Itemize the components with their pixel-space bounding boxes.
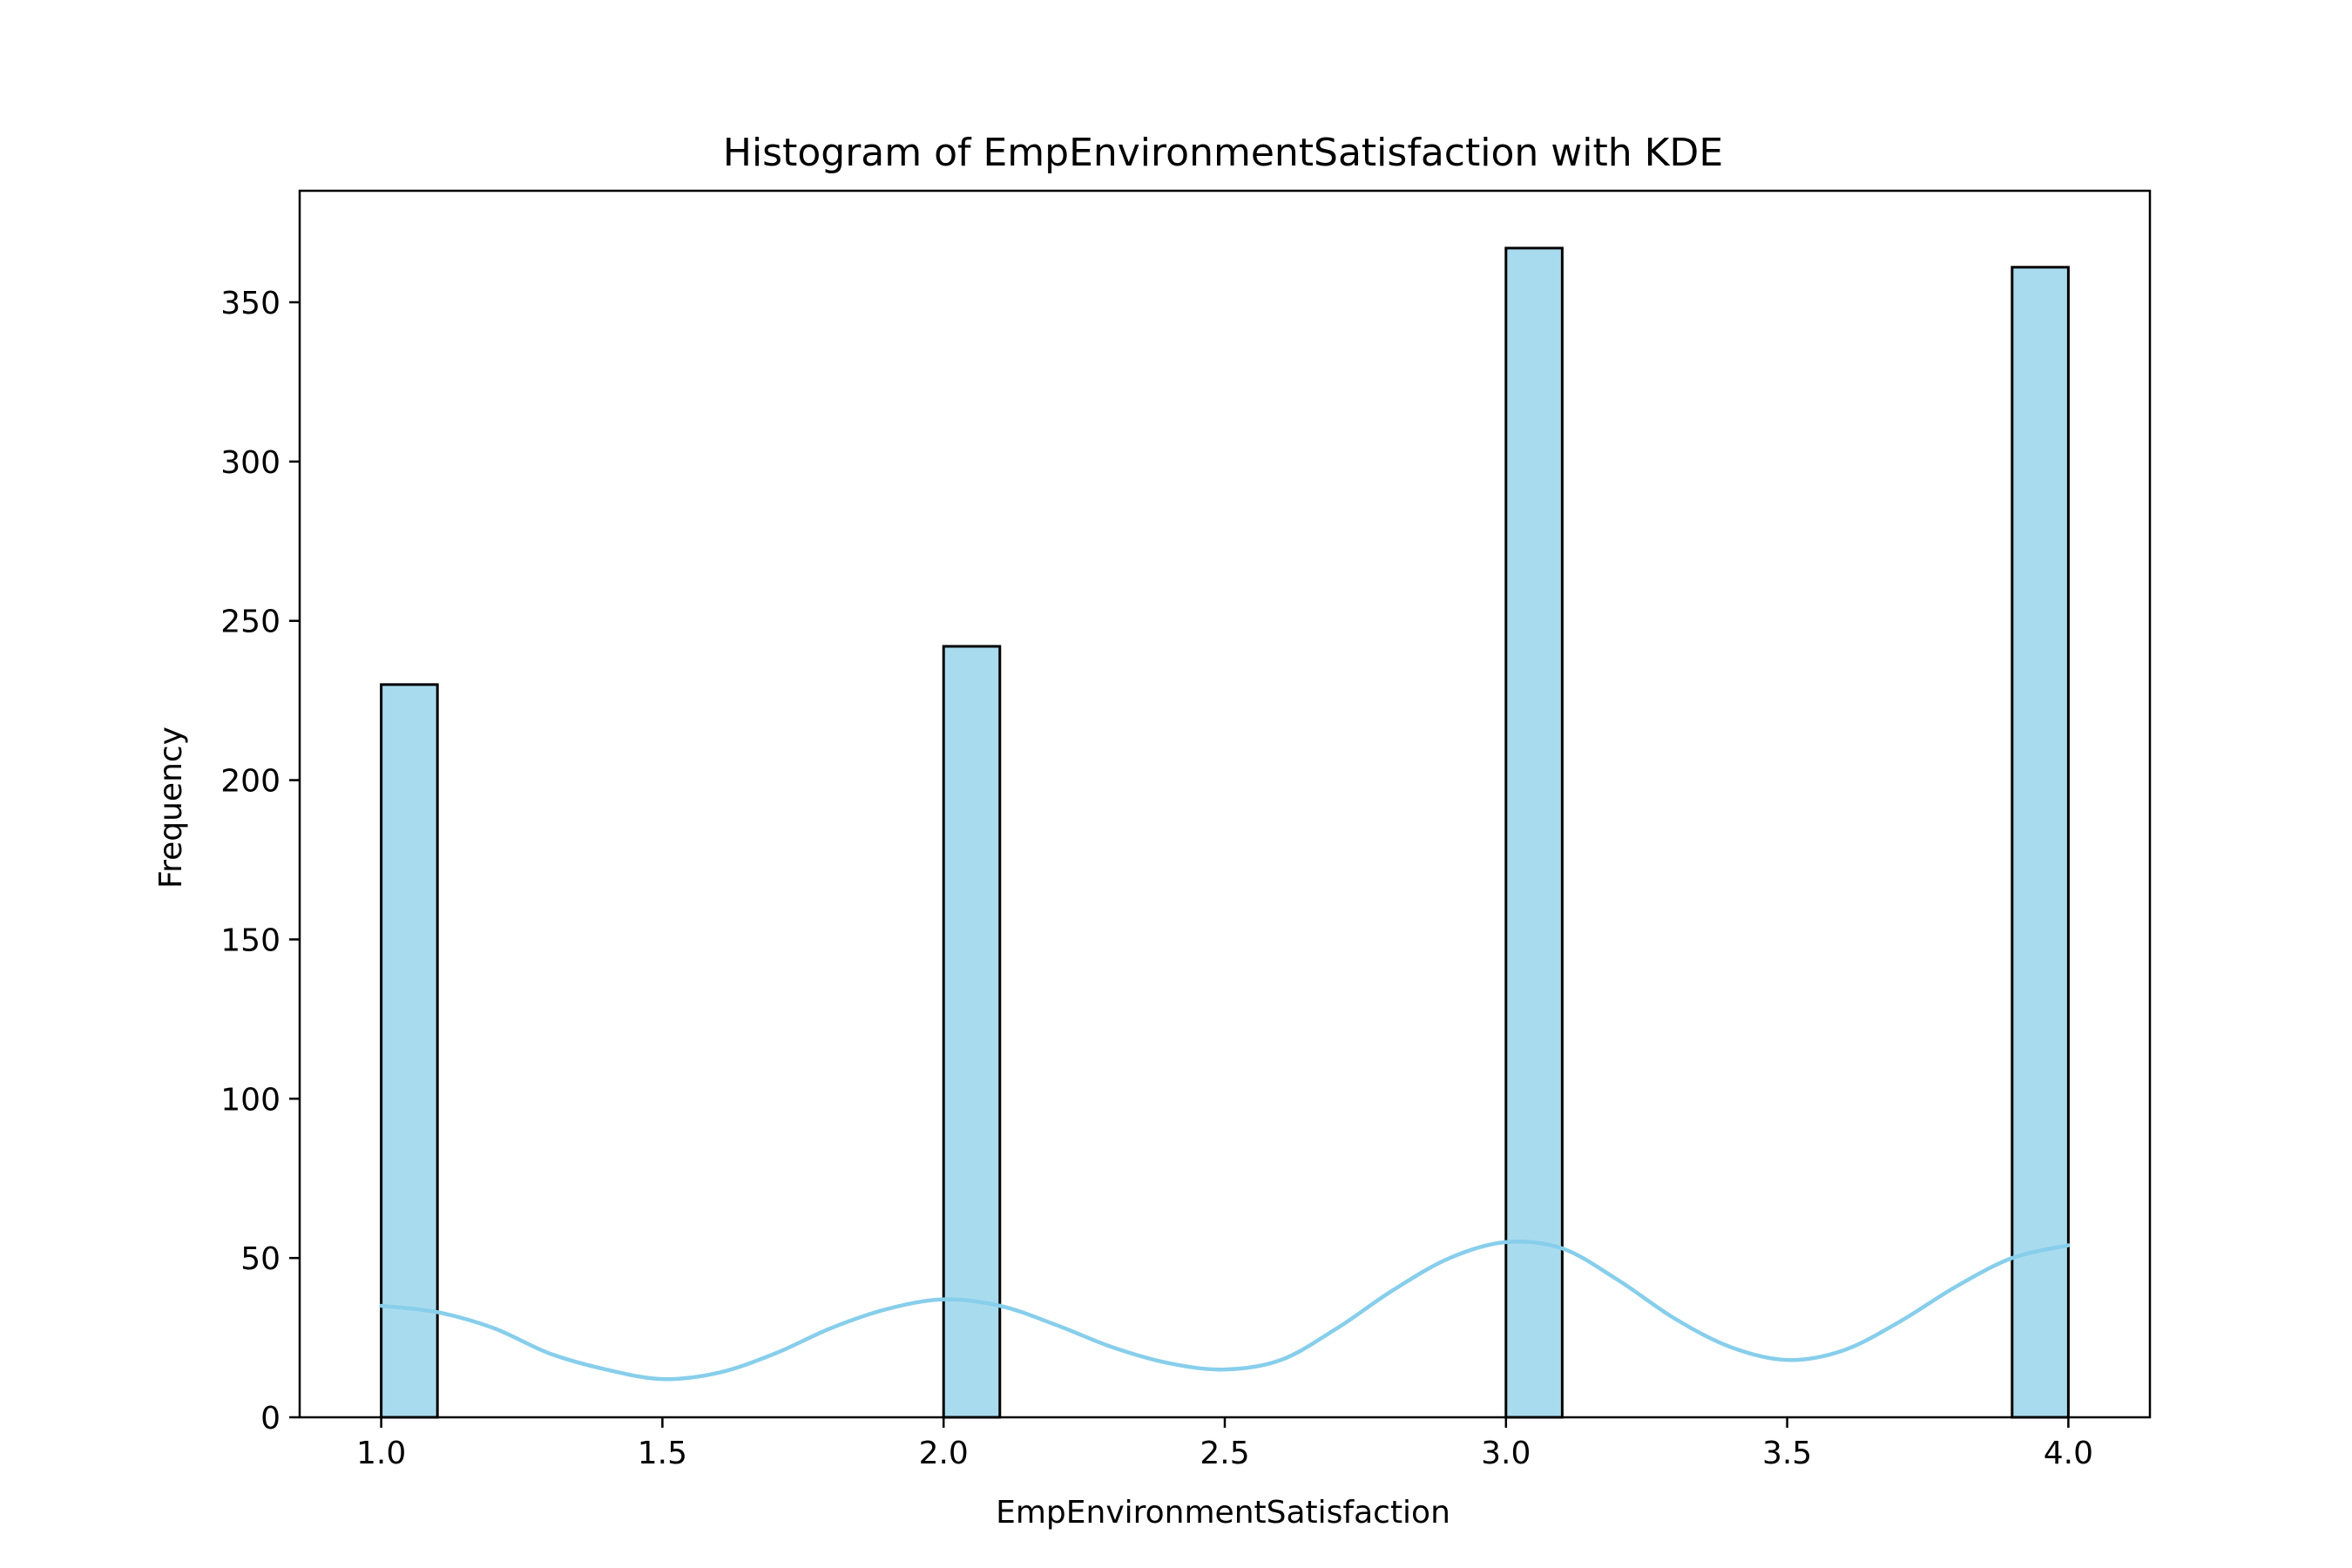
- x-tick-label-1: 1.5: [638, 1436, 687, 1471]
- x-tick-label-3: 2.5: [1200, 1436, 1249, 1471]
- x-tick-label-4: 3.0: [1481, 1436, 1531, 1471]
- y-tick-label-5: 250: [220, 605, 280, 640]
- ticks-layer: 1.0 1.5 2.0 2.5 3.0 3.5 4.0 0 50 100 150 200 250 300 3…: [220, 286, 2093, 1471]
- kde-layer: [379, 1239, 2071, 1382]
- histogram-bar-2: [942, 645, 1002, 1419]
- y-axis-title: Frequency: [153, 727, 189, 889]
- y-tick-label-3: 150: [220, 923, 280, 958]
- chart-title: Histogram of EmpEnvironmentSatisfaction …: [723, 131, 1723, 175]
- bars-layer: [380, 247, 2070, 1419]
- y-tick-label-1: 50: [240, 1241, 280, 1277]
- histogram-bar-4: [2011, 266, 2070, 1419]
- y-tick-label-7: 350: [220, 286, 280, 321]
- histogram-bar-0: [380, 683, 439, 1419]
- y-tick-label-6: 300: [220, 445, 280, 481]
- x-tick-label-5: 3.5: [1762, 1436, 1812, 1471]
- x-tick-label-6: 4.0: [2044, 1436, 2093, 1471]
- y-tick-label-2: 100: [220, 1082, 280, 1118]
- y-tick-label-0: 0: [260, 1401, 280, 1436]
- x-tick-label-0: 1.0: [356, 1436, 406, 1471]
- x-axis-title: EmpEnvironmentSatisfaction: [996, 1495, 1450, 1531]
- kde-line: [379, 1239, 2071, 1382]
- x-tick-label-2: 2.0: [919, 1436, 969, 1471]
- y-tick-label-4: 200: [220, 764, 280, 800]
